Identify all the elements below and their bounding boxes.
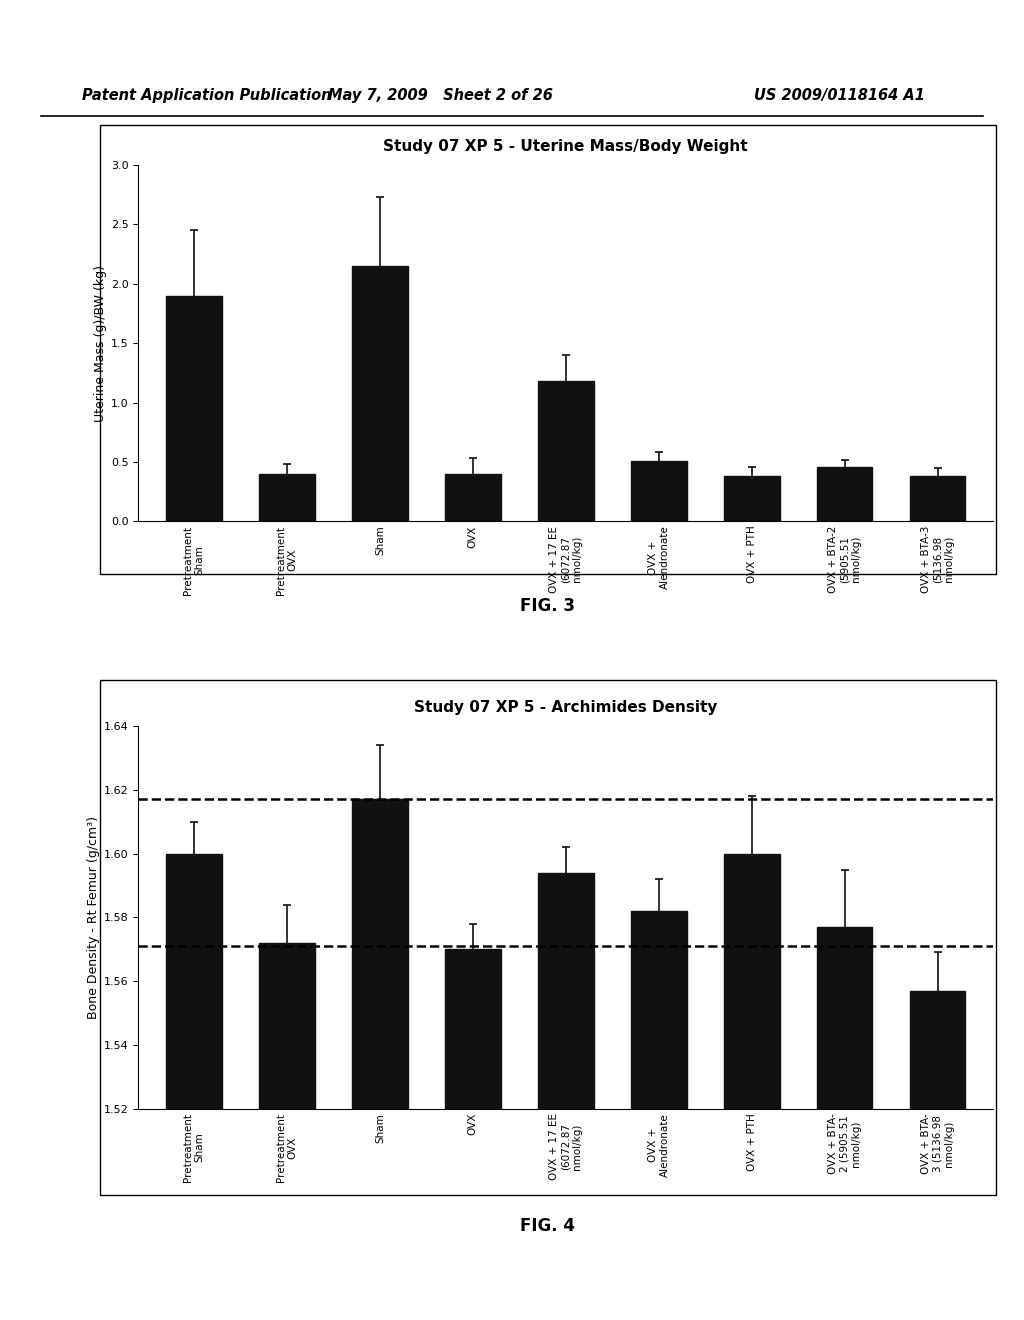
Y-axis label: Uterine Mass (g)/BW (kg): Uterine Mass (g)/BW (kg) (93, 265, 106, 421)
Title: Study 07 XP 5 - Uterine Mass/Body Weight: Study 07 XP 5 - Uterine Mass/Body Weight (383, 139, 749, 154)
Text: US 2009/0118164 A1: US 2009/0118164 A1 (755, 87, 925, 103)
Bar (538, 381, 594, 521)
Bar (631, 911, 686, 1320)
Bar (166, 854, 222, 1320)
Bar (259, 942, 314, 1320)
Bar (909, 991, 966, 1320)
Bar (352, 267, 408, 521)
Bar (631, 461, 686, 521)
Bar (352, 800, 408, 1320)
Bar (909, 477, 966, 521)
Text: FIG. 4: FIG. 4 (520, 1217, 575, 1236)
Bar (259, 474, 314, 521)
Text: May 7, 2009   Sheet 2 of 26: May 7, 2009 Sheet 2 of 26 (328, 87, 553, 103)
Bar (445, 949, 501, 1320)
Text: Patent Application Publication: Patent Application Publication (82, 87, 332, 103)
Bar (538, 873, 594, 1320)
Bar (166, 296, 222, 521)
Text: FIG. 3: FIG. 3 (520, 597, 575, 615)
Bar (817, 467, 872, 521)
Bar (724, 854, 779, 1320)
Y-axis label: Bone Density - Rt Femur (g/cm³): Bone Density - Rt Femur (g/cm³) (87, 816, 99, 1019)
Bar (817, 927, 872, 1320)
Bar (724, 477, 779, 521)
Bar (445, 474, 501, 521)
Title: Study 07 XP 5 - Archimides Density: Study 07 XP 5 - Archimides Density (414, 700, 718, 715)
